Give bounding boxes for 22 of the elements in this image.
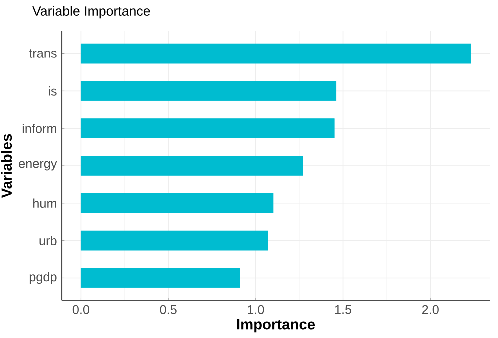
x-tick-label: 0.5 [160, 305, 177, 314]
x-tick-label: 0.0 [72, 305, 90, 314]
chart-title: Variable Importance [32, 6, 150, 19]
y-tick-label: hum [34, 198, 56, 208]
x-axis-title: Importance [237, 320, 316, 333]
bar [80, 118, 335, 139]
x-tick-label: 2.0 [422, 305, 439, 314]
bar [80, 156, 304, 176]
y-tick-label: trans [29, 50, 57, 58]
y-axis-title: Variables [1, 134, 12, 198]
y-tick-label: pgdp [30, 272, 57, 284]
bar [80, 193, 274, 214]
bar [80, 230, 268, 251]
x-tick-label: 1.5 [335, 305, 352, 314]
bar [80, 44, 472, 64]
bar [80, 81, 337, 102]
y-tick-label: urb [40, 236, 57, 246]
y-tick-label: is [49, 86, 57, 96]
y-tick-label: energy [19, 161, 58, 171]
x-tick-label: 1.0 [248, 305, 264, 314]
y-tick-label: inform [22, 124, 56, 134]
bar [80, 268, 240, 288]
